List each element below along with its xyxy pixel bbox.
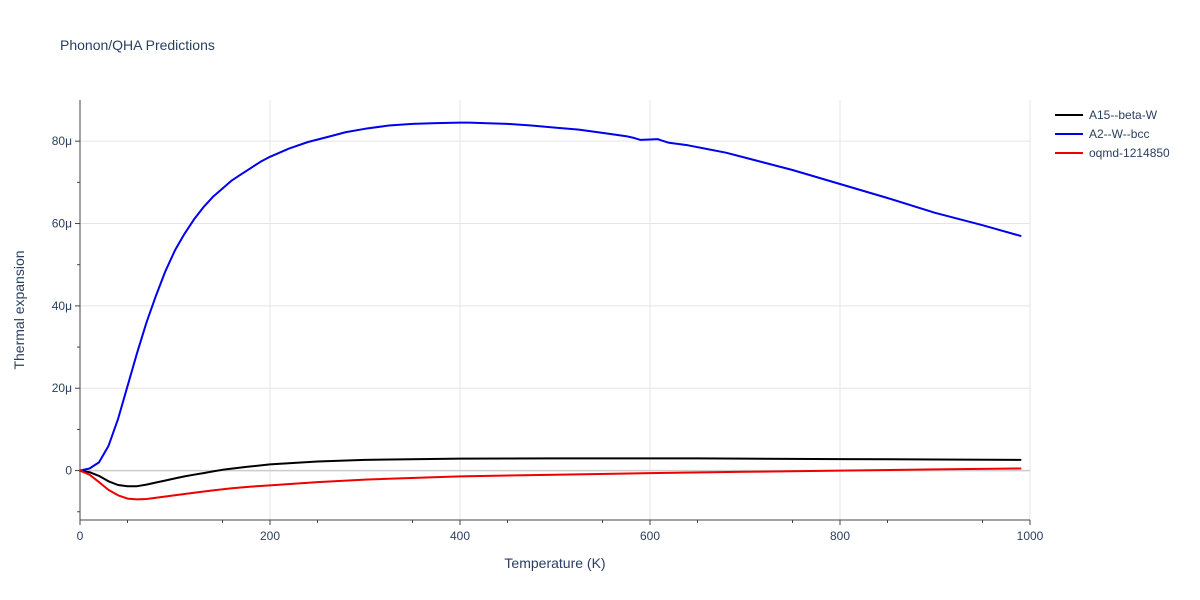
y-tick-label: 40μ <box>52 299 72 313</box>
chart-title: Phonon/QHA Predictions <box>60 37 215 53</box>
axes <box>79 100 1030 521</box>
y-axis-title: Thermal expansion <box>11 250 27 369</box>
plot-lines <box>79 121 1022 501</box>
series-line-0 <box>79 457 1022 488</box>
legend-item[interactable]: A2--W--bcc <box>1055 127 1149 141</box>
y-tick-label: 0 <box>65 464 72 478</box>
x-tick-label: 1000 <box>1017 529 1044 543</box>
series-line-2 <box>79 467 1022 501</box>
series-line-1 <box>79 121 1022 472</box>
legend[interactable]: A15--beta-W A2--W--bcc oqmd-1214850 <box>1055 108 1170 160</box>
y-tick-label: 20μ <box>52 381 72 395</box>
x-axis-title: Temperature (K) <box>504 555 605 571</box>
grid <box>80 100 1031 520</box>
y-tick-label: 80μ <box>52 134 72 148</box>
x-tick-label: 600 <box>640 529 660 543</box>
legend-label: A2--W--bcc <box>1089 127 1149 141</box>
x-axis-ticks: 0 200 400 600 800 1000 <box>77 520 1044 543</box>
legend-item[interactable]: A15--beta-W <box>1055 108 1158 122</box>
legend-item[interactable]: oqmd-1214850 <box>1055 146 1170 160</box>
x-tick-label: 0 <box>77 529 84 543</box>
legend-label: oqmd-1214850 <box>1089 146 1170 160</box>
x-tick-label: 800 <box>830 529 850 543</box>
y-tick-label: 60μ <box>52 217 72 231</box>
x-tick-label: 400 <box>450 529 470 543</box>
legend-label: A15--beta-W <box>1089 108 1158 122</box>
x-tick-label: 200 <box>260 529 280 543</box>
y-axis-ticks: 0 20μ 40μ 60μ 80μ <box>52 134 80 513</box>
